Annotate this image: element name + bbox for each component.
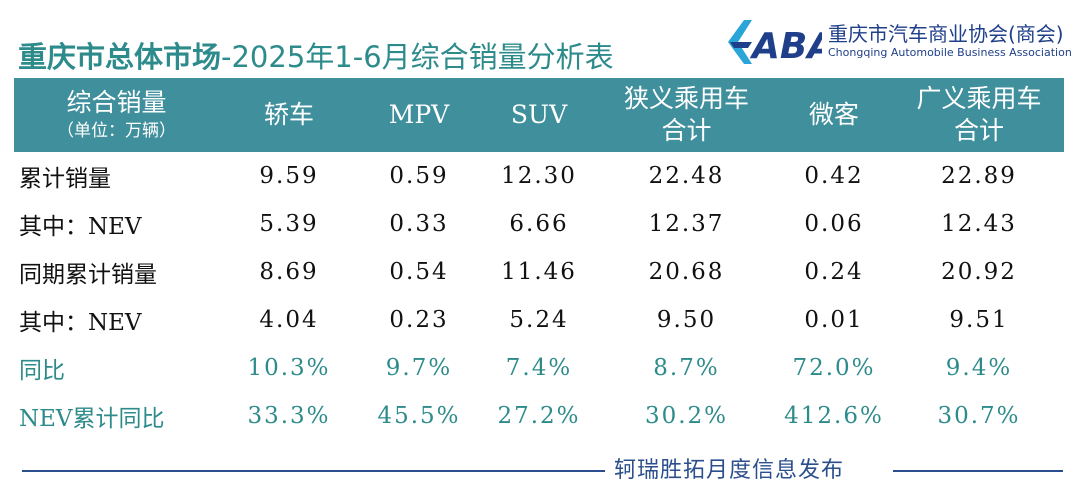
- table-cell: 0.59: [389, 163, 449, 189]
- table-cell: 33.3%: [247, 403, 331, 429]
- table-row: 累计销量 9.59 0.59 12.30 22.48 0.42 22.89: [14, 152, 1064, 200]
- header-unit: （单位：万辆）: [57, 121, 176, 141]
- table-row: 同期累计销量 8.69 0.54 11.46 20.68 0.24 20.92: [14, 248, 1064, 296]
- table-cell: 20.68: [648, 259, 725, 285]
- table-cell: 6.66: [509, 211, 569, 237]
- table-cell: 72.0%: [792, 355, 876, 381]
- table-cell: 22.89: [941, 163, 1017, 189]
- column-header-narrow-total: 狭义乘用车 合计: [599, 78, 774, 152]
- table-cell: 22.48: [648, 163, 725, 189]
- table-cell: 0.23: [389, 307, 449, 333]
- table-cell: 0.24: [804, 259, 864, 285]
- column-header-line1: 轿车: [263, 100, 314, 129]
- row-label: NEV累计同比: [19, 406, 165, 432]
- table-row: 其中：NEV 5.39 0.33 6.66 12.37 0.06 12.43: [14, 200, 1064, 248]
- table-cell: 4.04: [259, 307, 319, 333]
- column-header-line1: SUV: [510, 100, 568, 129]
- table-cell: 20.92: [941, 259, 1017, 285]
- row-label: 累计销量: [19, 166, 111, 192]
- table-cell: 11.46: [501, 259, 577, 285]
- table-cell: 5.39: [259, 211, 319, 237]
- table-row: NEV累计同比 33.3% 45.5% 27.2% 30.2% 412.6% 3…: [14, 392, 1064, 440]
- column-header-line2: 合计: [661, 116, 712, 145]
- column-header-line1: MPV: [388, 100, 450, 129]
- table-cell: 27.2%: [497, 403, 581, 429]
- column-header-suv: SUV: [479, 78, 599, 152]
- table-cell: 12.37: [648, 211, 725, 237]
- logo-name-cn: 重庆市汽车商业协会(商会): [828, 22, 1064, 46]
- column-header-sedan: 轿车: [219, 78, 359, 152]
- header-label: 综合销量: [66, 88, 167, 117]
- table-cell: 5.24: [509, 307, 569, 333]
- table-cell: 7.4%: [505, 355, 573, 381]
- column-header-minivan: 微客: [774, 78, 894, 152]
- table-cell: 45.5%: [377, 403, 461, 429]
- header-label-cell: 综合销量 （单位：万辆）: [14, 78, 219, 152]
- table-cell: 0.42: [804, 163, 864, 189]
- table-cell: 9.7%: [385, 355, 453, 381]
- table-row: 其中：NEV 4.04 0.23 5.24 9.50 0.01 9.51: [14, 296, 1064, 344]
- table-cell: 9.4%: [945, 355, 1013, 381]
- table-cell: 0.01: [804, 307, 864, 333]
- column-header-line1: 广义乘用车: [916, 84, 1042, 113]
- table-cell: 10.3%: [247, 355, 331, 381]
- column-header-broad-total: 广义乘用车 合计: [894, 78, 1064, 152]
- logo-name-en: Chongqing Automobile Business Associatio…: [828, 46, 1072, 59]
- row-label: 其中：NEV: [19, 214, 142, 240]
- table-cell: 9.59: [259, 163, 319, 189]
- table-cell: 30.7%: [937, 403, 1021, 429]
- column-header-mpv: MPV: [359, 78, 479, 152]
- column-header-line1: 狭义乘用车: [623, 84, 749, 113]
- footer-divider-right: [893, 470, 1063, 472]
- table-cell: 12.30: [501, 163, 577, 189]
- page-title: 重庆市总体市场-2025年1-6月综合销量分析表: [18, 34, 614, 76]
- title-rest: -2025年1-6月综合销量分析表: [221, 40, 614, 74]
- table-cell: 12.43: [941, 211, 1017, 237]
- sales-table: 综合销量 （单位：万辆） 轿车 MPV SUV 狭义乘用车合计 微客 广义乘用车…: [14, 78, 1064, 440]
- row-label: 同比: [19, 358, 65, 384]
- table-header-row: 综合销量 （单位：万辆） 轿车 MPV SUV 狭义乘用车合计 微客 广义乘用车…: [14, 78, 1064, 152]
- caba-logo-mark: ABA: [728, 20, 822, 67]
- column-header-line1: 微客: [808, 100, 859, 129]
- title-main: 重庆市总体市场: [18, 40, 222, 74]
- table-cell: 0.54: [389, 259, 449, 285]
- association-logo: ABA 重庆市汽车商业协会(商会) Chongqing Automobile B…: [722, 12, 1072, 72]
- row-label: 同期累计销量: [19, 262, 157, 288]
- table-cell: 9.50: [656, 307, 717, 333]
- footer-caption: 轲瑞胜拓月度信息发布: [614, 458, 845, 483]
- table-cell: 412.6%: [784, 403, 884, 429]
- table-cell: 0.33: [389, 211, 449, 237]
- footer-divider-left: [22, 470, 605, 472]
- table-cell: 0.06: [804, 211, 864, 237]
- svg-text:ABA: ABA: [749, 26, 822, 67]
- table-cell: 8.69: [259, 259, 319, 285]
- table-cell: 8.7%: [653, 355, 720, 381]
- row-label: 其中：NEV: [19, 310, 142, 336]
- table-row: 同比 10.3% 9.7% 7.4% 8.7% 72.0% 9.4%: [14, 344, 1064, 392]
- column-header-line2: 合计: [953, 116, 1004, 145]
- table-cell: 9.51: [949, 307, 1009, 333]
- table-cell: 30.2%: [644, 403, 729, 429]
